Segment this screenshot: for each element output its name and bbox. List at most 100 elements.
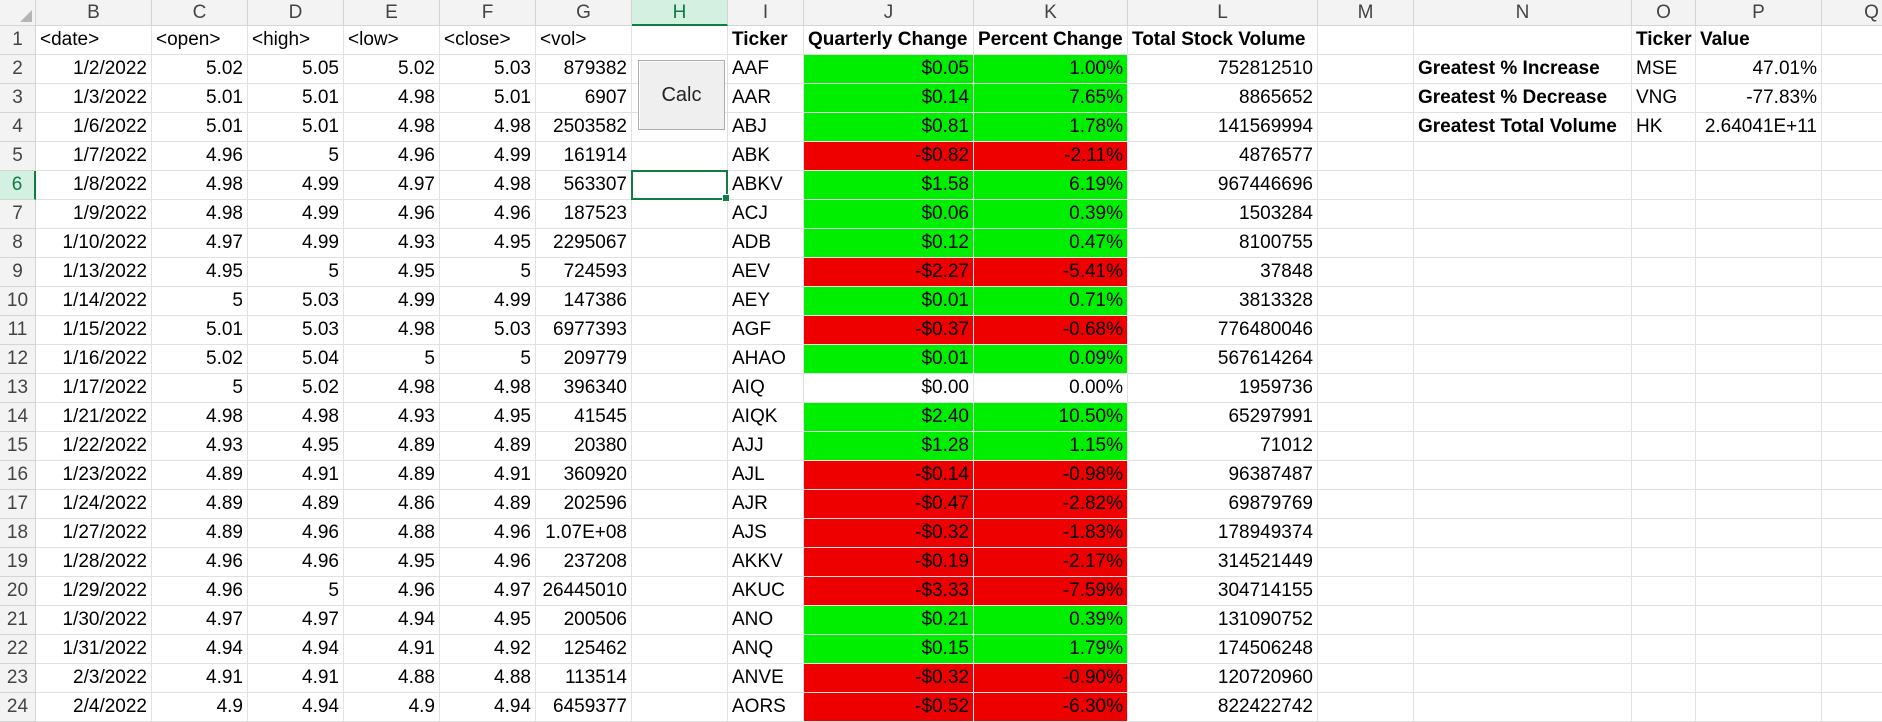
cell-b9[interactable]: 1/13/2022 <box>36 258 152 287</box>
cell-f16[interactable]: 4.91 <box>440 461 536 490</box>
cell-c16[interactable]: 4.89 <box>152 461 248 490</box>
cell-h24[interactable] <box>632 693 728 722</box>
cell-m21[interactable] <box>1318 606 1414 635</box>
cell-k3[interactable]: 7.65% <box>974 84 1128 113</box>
cell-g3[interactable]: 6907 <box>536 84 632 113</box>
cell-f23[interactable]: 4.88 <box>440 664 536 693</box>
cell-i22[interactable]: ANQ <box>728 635 804 664</box>
cell-o5[interactable] <box>1632 142 1696 171</box>
cell-k5[interactable]: -2.11% <box>974 142 1128 171</box>
cell-o8[interactable] <box>1632 229 1696 258</box>
cell-j21[interactable]: $0.21 <box>804 606 974 635</box>
cell-c10[interactable]: 5 <box>152 287 248 316</box>
cell-q22[interactable] <box>1822 635 1882 664</box>
cell-b23[interactable]: 2/3/2022 <box>36 664 152 693</box>
row-header-20[interactable]: 20 <box>0 577 36 606</box>
cell-h23[interactable] <box>632 664 728 693</box>
cell-q19[interactable] <box>1822 548 1882 577</box>
cell-i24[interactable]: AORS <box>728 693 804 722</box>
cell-i18[interactable]: AJS <box>728 519 804 548</box>
cell-n24[interactable] <box>1414 693 1632 722</box>
cell-c9[interactable]: 4.95 <box>152 258 248 287</box>
cell-f21[interactable]: 4.95 <box>440 606 536 635</box>
cell-g24[interactable]: 6459377 <box>536 693 632 722</box>
cell-h1[interactable] <box>632 26 728 55</box>
cell-g16[interactable]: 360920 <box>536 461 632 490</box>
cell-l16[interactable]: 96387487 <box>1128 461 1318 490</box>
cell-h21[interactable] <box>632 606 728 635</box>
cell-i10[interactable]: AEY <box>728 287 804 316</box>
row-header-5[interactable]: 5 <box>0 142 36 171</box>
cell-k7[interactable]: 0.39% <box>974 200 1128 229</box>
cell-o21[interactable] <box>1632 606 1696 635</box>
cell-k22[interactable]: 1.79% <box>974 635 1128 664</box>
cell-g14[interactable]: 41545 <box>536 403 632 432</box>
cell-d21[interactable]: 4.97 <box>248 606 344 635</box>
column-header-n[interactable]: N <box>1414 0 1632 26</box>
cell-g17[interactable]: 202596 <box>536 490 632 519</box>
cell-n1[interactable] <box>1414 26 1632 55</box>
cell-g19[interactable]: 237208 <box>536 548 632 577</box>
cell-d18[interactable]: 4.96 <box>248 519 344 548</box>
cell-f14[interactable]: 4.95 <box>440 403 536 432</box>
cell-d12[interactable]: 5.04 <box>248 345 344 374</box>
cell-e6[interactable]: 4.97 <box>344 171 440 200</box>
cell-f13[interactable]: 4.98 <box>440 374 536 403</box>
cell-g15[interactable]: 20380 <box>536 432 632 461</box>
cell-c15[interactable]: 4.93 <box>152 432 248 461</box>
cell-k9[interactable]: -5.41% <box>974 258 1128 287</box>
cell-c19[interactable]: 4.96 <box>152 548 248 577</box>
cell-n12[interactable] <box>1414 345 1632 374</box>
cell-m3[interactable] <box>1318 84 1414 113</box>
row-header-3[interactable]: 3 <box>0 84 36 113</box>
cell-j16[interactable]: -$0.14 <box>804 461 974 490</box>
column-header-g[interactable]: G <box>536 0 632 26</box>
cell-l18[interactable]: 178949374 <box>1128 519 1318 548</box>
cell-k2[interactable]: 1.00% <box>974 55 1128 84</box>
cell-d10[interactable]: 5.03 <box>248 287 344 316</box>
cell-e18[interactable]: 4.88 <box>344 519 440 548</box>
cell-n19[interactable] <box>1414 548 1632 577</box>
cell-n7[interactable] <box>1414 200 1632 229</box>
cell-m18[interactable] <box>1318 519 1414 548</box>
cell-j24[interactable]: -$0.52 <box>804 693 974 722</box>
row-header-23[interactable]: 23 <box>0 664 36 693</box>
row-header-6[interactable]: 6 <box>0 171 36 200</box>
cell-q16[interactable] <box>1822 461 1882 490</box>
cell-f17[interactable]: 4.89 <box>440 490 536 519</box>
cell-c14[interactable]: 4.98 <box>152 403 248 432</box>
cell-o4[interactable]: HK <box>1632 113 1696 142</box>
cell-k13[interactable]: 0.00% <box>974 374 1128 403</box>
cell-j17[interactable]: -$0.47 <box>804 490 974 519</box>
cell-o17[interactable] <box>1632 490 1696 519</box>
cell-h8[interactable] <box>632 229 728 258</box>
cell-j8[interactable]: $0.12 <box>804 229 974 258</box>
cell-q13[interactable] <box>1822 374 1882 403</box>
row-header-18[interactable]: 18 <box>0 519 36 548</box>
cell-c23[interactable]: 4.91 <box>152 664 248 693</box>
cell-m19[interactable] <box>1318 548 1414 577</box>
cell-q1[interactable] <box>1822 26 1882 55</box>
cell-k12[interactable]: 0.09% <box>974 345 1128 374</box>
cell-f22[interactable]: 4.92 <box>440 635 536 664</box>
cell-j6[interactable]: $1.58 <box>804 171 974 200</box>
cell-k11[interactable]: -0.68% <box>974 316 1128 345</box>
cell-j1[interactable]: Quarterly Change <box>804 26 974 55</box>
cell-j11[interactable]: -$0.37 <box>804 316 974 345</box>
cell-b16[interactable]: 1/23/2022 <box>36 461 152 490</box>
cell-e4[interactable]: 4.98 <box>344 113 440 142</box>
cell-o13[interactable] <box>1632 374 1696 403</box>
cell-m9[interactable] <box>1318 258 1414 287</box>
cell-h17[interactable] <box>632 490 728 519</box>
cell-b8[interactable]: 1/10/2022 <box>36 229 152 258</box>
cell-m6[interactable] <box>1318 171 1414 200</box>
column-header-d[interactable]: D <box>248 0 344 26</box>
cell-d5[interactable]: 5 <box>248 142 344 171</box>
cell-c20[interactable]: 4.96 <box>152 577 248 606</box>
cell-m10[interactable] <box>1318 287 1414 316</box>
cell-l14[interactable]: 65297991 <box>1128 403 1318 432</box>
cell-p8[interactable] <box>1696 229 1822 258</box>
cell-m22[interactable] <box>1318 635 1414 664</box>
cell-b20[interactable]: 1/29/2022 <box>36 577 152 606</box>
cell-h11[interactable] <box>632 316 728 345</box>
